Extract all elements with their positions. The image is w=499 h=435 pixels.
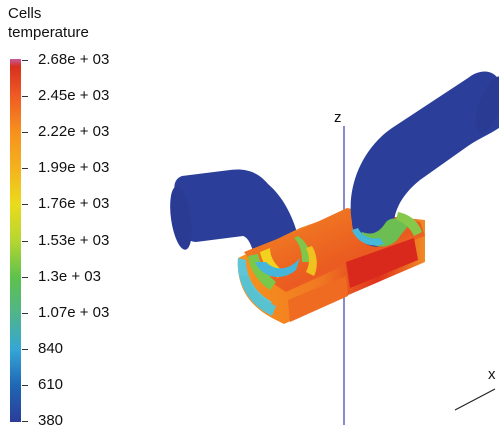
legend-tick-mark: [22, 312, 28, 314]
x-axis-label: x: [488, 366, 496, 383]
legend-tick-mark: [22, 168, 28, 170]
left-port-green: [294, 236, 311, 262]
front-cool-wall: [240, 276, 276, 316]
legend-title: Cells temperature: [8, 4, 89, 42]
legend-tick-mark: [22, 60, 28, 61]
right-pipe-opening: [475, 76, 499, 134]
legend-tick-mark: [22, 96, 28, 98]
legend-tick-mark: [22, 421, 28, 422]
chamber-green-band: [248, 254, 276, 290]
legend-tick-label: 610: [38, 375, 64, 393]
right-port-green: [396, 212, 422, 236]
legend-tick-label: 1.07e + 03: [38, 303, 110, 321]
right-port-cyan: [352, 228, 384, 246]
legend-tick-label: 1.76e + 03: [38, 195, 110, 213]
legend-tick-label: 2.68e + 03: [38, 51, 110, 68]
legend-tick-label: 1.99e + 03: [38, 159, 110, 177]
left-pipe-opening: [170, 186, 192, 250]
legend-title-line1: Cells: [8, 5, 42, 22]
legend-tick-mark: [22, 240, 28, 242]
legend-title-line2: temperature: [8, 24, 89, 41]
legend-tick-mark: [22, 204, 28, 206]
left-port-yellow: [306, 246, 317, 276]
z-axis-label: z: [334, 109, 342, 126]
legend-tick-label: 380: [38, 412, 64, 429]
legend-tick-label: 840: [38, 339, 64, 357]
chamber-cool-rim-left: [237, 258, 272, 312]
legend-tick-mark: [22, 384, 28, 386]
right-exhaust-pipe: [350, 71, 499, 247]
left-port-cyan: [255, 258, 300, 277]
hot-front: [288, 276, 348, 322]
legend-tick-label: 2.45e + 03: [38, 87, 110, 105]
colorbar-gradient: [10, 59, 21, 422]
x-axis-line: [454, 388, 496, 411]
colorbar: [10, 59, 21, 422]
legend-tick-label: 1.53e + 03: [38, 231, 110, 249]
legend-tick-mark: [22, 276, 28, 278]
legend-tick-mark: [22, 132, 28, 134]
legend-tick-mark: [22, 348, 28, 350]
hot-core: [346, 238, 418, 288]
legend-tick-label: 1.3e + 03: [38, 267, 101, 285]
legend-tick-label: 2.22e + 03: [38, 123, 110, 141]
